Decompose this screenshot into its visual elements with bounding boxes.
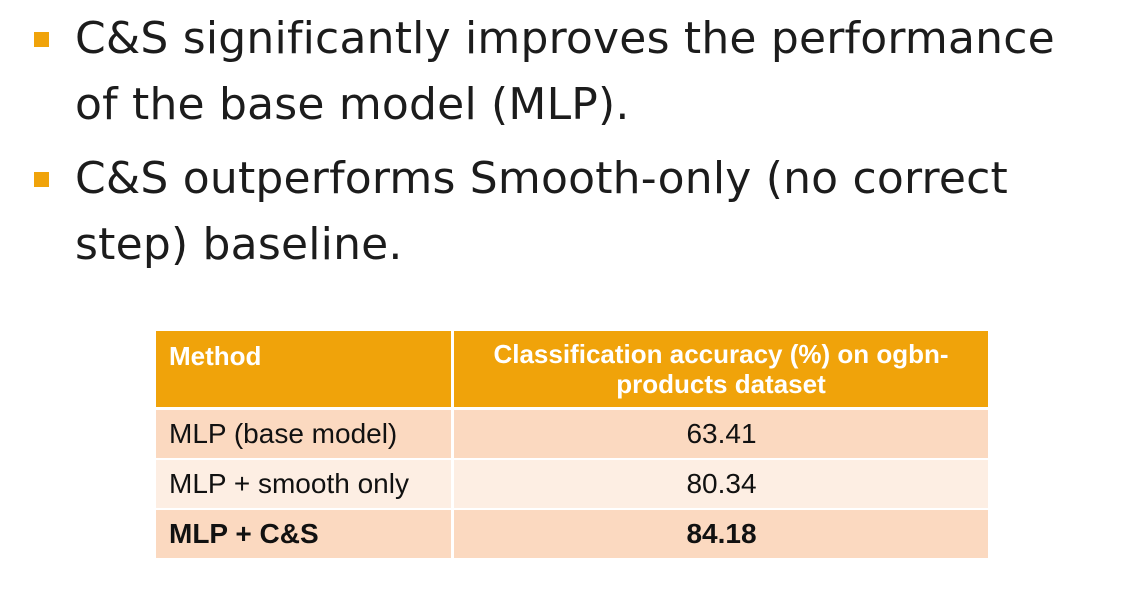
- bullet-square-icon: [34, 172, 49, 187]
- table-row: MLP + C&S 84.18: [156, 509, 988, 560]
- column-header-method: Method: [156, 331, 454, 410]
- accuracy-cell: 80.34: [452, 459, 988, 510]
- accuracy-cell: 63.41: [452, 408, 988, 460]
- bullet-square-icon: [34, 32, 49, 47]
- method-cell: MLP + smooth only: [156, 459, 454, 510]
- bullet-item: C&S outperforms Smooth-only (no correct …: [34, 146, 1104, 278]
- bullet-text: C&S significantly improves the performan…: [75, 13, 1055, 130]
- table-row: MLP + smooth only 80.34: [156, 459, 988, 510]
- table-header-row: Method Classification accuracy (%) on og…: [156, 331, 988, 410]
- accuracy-cell: 84.18: [452, 509, 988, 560]
- method-cell: MLP (base model): [156, 408, 454, 460]
- results-table: Method Classification accuracy (%) on og…: [156, 331, 988, 560]
- bullet-item: C&S significantly improves the performan…: [34, 6, 1104, 138]
- method-cell: MLP + C&S: [156, 509, 454, 560]
- column-header-accuracy: Classification accuracy (%) on ogbn-prod…: [452, 331, 988, 410]
- bullet-text: C&S outperforms Smooth-only (no correct …: [75, 153, 1008, 270]
- table-row: MLP (base model) 63.41: [156, 408, 988, 460]
